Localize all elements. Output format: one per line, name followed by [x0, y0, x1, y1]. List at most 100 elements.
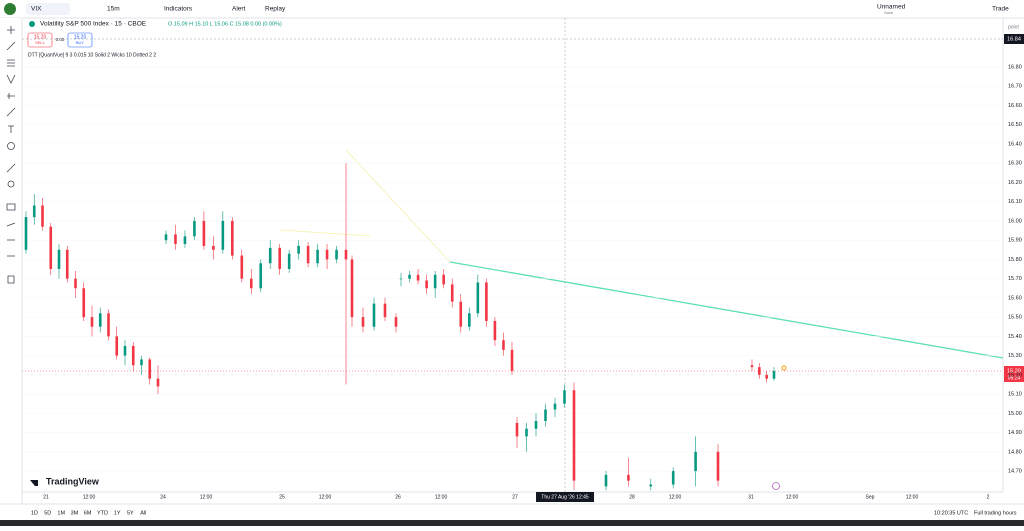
- candle-body: [372, 303, 376, 327]
- time-tick-label: 12:00: [83, 494, 96, 500]
- candle-body: [335, 249, 338, 260]
- candle-body: [361, 317, 365, 327]
- time-tick-label: 31: [748, 494, 754, 500]
- trade-button[interactable]: Trade: [992, 6, 1009, 13]
- symbol[interactable]: VIX: [31, 6, 42, 13]
- left-toolbar: [0, 18, 22, 504]
- legend-ohlc: O 15.09 H 15.10 L 15.06 C 15.08 0.00 (0.…: [168, 21, 282, 27]
- sell-button[interactable]: [27, 32, 53, 48]
- range-button[interactable]: All: [140, 510, 146, 516]
- price-tick-label: 15.80: [1008, 257, 1022, 263]
- candle-body: [148, 359, 152, 379]
- price-tick-label: 14.90: [1008, 430, 1022, 436]
- candle-body: [399, 278, 403, 280]
- candle-body: [716, 451, 720, 481]
- candle-body: [82, 288, 86, 318]
- range-button[interactable]: 3M: [71, 510, 79, 516]
- candle-body: [694, 451, 697, 472]
- interval[interactable]: 15m: [107, 6, 120, 13]
- alert-button[interactable]: Alert: [232, 6, 246, 13]
- drawing-tools[interactable]: [6, 26, 16, 284]
- range-button[interactable]: 6M: [84, 510, 92, 516]
- time-tick-label: 12:00: [669, 494, 682, 500]
- candle-body: [510, 349, 514, 371]
- candle-body: [604, 474, 608, 487]
- time-tick-label: 12:00: [786, 494, 799, 500]
- time-tick-label: Sep: [866, 494, 875, 500]
- candle-body: [671, 471, 675, 485]
- price-tick-label: 16.20: [1008, 180, 1022, 186]
- symbol-search[interactable]: [26, 3, 70, 15]
- range-button[interactable]: 5D: [44, 510, 51, 516]
- candle-body: [485, 282, 488, 321]
- status-dot: [29, 21, 35, 27]
- time-tick-label: 12:00: [435, 494, 448, 500]
- candle-body: [750, 365, 754, 368]
- replay-button[interactable]: Replay: [265, 6, 286, 13]
- price-tick-label: 15.00: [1008, 411, 1022, 417]
- price-tick-label: 16.80: [1008, 64, 1022, 70]
- price-tick-label: 16.30: [1008, 161, 1022, 167]
- price-tick-label: 16.60: [1008, 103, 1022, 109]
- time-tick-label: 12:00: [319, 494, 332, 500]
- candle-body: [49, 226, 53, 270]
- indicators-button[interactable]: Indicators: [164, 6, 193, 13]
- avatar[interactable]: [4, 3, 16, 15]
- candle-body: [57, 249, 61, 270]
- price-tick-label: 15.30: [1008, 353, 1022, 359]
- candle-body: [183, 236, 187, 245]
- session[interactable]: Full trading hours: [974, 510, 1017, 516]
- candle-body: [493, 320, 497, 341]
- price-tick-label: 16.10: [1008, 199, 1022, 205]
- time-tick-label: 24: [160, 494, 166, 500]
- price-tick-label: 15.50: [1008, 315, 1022, 321]
- candle-body: [394, 317, 398, 327]
- candle-body: [563, 390, 566, 404]
- candle-body: [408, 274, 411, 279]
- time-tick-label: 25: [279, 494, 285, 500]
- range-button[interactable]: 5Y: [127, 510, 134, 516]
- price-tick-label: 16.70: [1008, 84, 1022, 90]
- range-button[interactable]: 1Y: [114, 510, 121, 516]
- buy-button[interactable]: [67, 32, 93, 48]
- candle-body: [525, 428, 528, 437]
- candle-body: [450, 284, 454, 302]
- clock: 10:20:35 UTC: [934, 510, 968, 516]
- sell-price[interactable]: 15.20: [34, 34, 47, 40]
- time-tick-label: 2: [987, 494, 990, 500]
- marker: [781, 365, 787, 371]
- price-tick-label: 16.00: [1008, 218, 1022, 224]
- candles: [22, 66, 1003, 491]
- price-tick-label: 16.40: [1008, 141, 1022, 147]
- range-button[interactable]: YTD: [97, 510, 108, 516]
- candle-body: [627, 474, 630, 481]
- crosshair-time-box: [536, 492, 594, 502]
- event-marker[interactable]: [772, 482, 780, 490]
- buy-label[interactable]: BUY: [76, 40, 85, 45]
- candle-body: [544, 409, 547, 422]
- candle-body: [572, 390, 576, 481]
- candle-body: [433, 274, 437, 289]
- candle-body: [350, 259, 354, 318]
- range-button[interactable]: 1D: [31, 510, 38, 516]
- candle-body: [259, 263, 263, 289]
- candle-body: [156, 378, 160, 387]
- layout-name[interactable]: Unnamed: [877, 4, 906, 11]
- range-button[interactable]: 1M: [57, 510, 65, 516]
- sell-label[interactable]: SELL: [35, 40, 46, 45]
- time-tick-label: 27: [512, 494, 518, 500]
- trend-line: [449, 261, 1004, 359]
- buy-price[interactable]: 15.20: [74, 34, 87, 40]
- save-label[interactable]: Save: [884, 10, 894, 15]
- indicator-legend: DTT [QuantVue] 9 3 0.015 10 Solid 2 Wick…: [28, 52, 156, 58]
- candle-body: [325, 249, 329, 260]
- candle-body: [515, 422, 519, 437]
- legend-title: Volatility S&P 500 Index · 15 · CBOE: [40, 21, 147, 28]
- candle-body: [468, 313, 471, 327]
- crosshair-time: Thu 27 Aug '26 12:45: [541, 494, 589, 500]
- candle-body: [772, 370, 776, 379]
- candle-body: [131, 345, 135, 366]
- candle-body: [297, 245, 300, 254]
- top-toolbar: [0, 0, 1024, 18]
